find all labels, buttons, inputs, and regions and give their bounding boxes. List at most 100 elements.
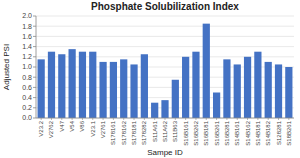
bar [130,64,137,118]
x-tick-label: S178282 [141,120,147,145]
bar [223,59,230,118]
y-tick-label: 0.4 [22,94,32,101]
x-tick [185,118,186,120]
x-ticks: V23.2V2762V47V54V86V23.1V2761S178161S178… [38,118,292,146]
x-tick [72,118,73,120]
x-tick-label: V23.2 [38,120,44,136]
x-tick [154,118,155,120]
x-tick-label: S18B261 [286,120,292,145]
x-tick-label: S14B162 [245,120,251,145]
x-tick-label: S11A62 [162,120,168,142]
bar [110,62,117,118]
x-tick [288,118,289,120]
x-tick [268,118,269,120]
x-tick-label: S16B161 [183,120,189,145]
y-tick-label: 1.2 [22,53,32,60]
bar [213,93,220,119]
bar [120,59,127,118]
bar [89,52,96,118]
bar [48,52,55,118]
x-tick [247,118,248,120]
grid-line [36,16,294,17]
x-tick [195,118,196,120]
y-tick [33,67,36,68]
bar [69,49,76,118]
bar [275,64,282,118]
x-tick-label: V54 [69,120,75,131]
bar [172,80,179,118]
bar [244,57,251,118]
y-axis-line [36,16,37,118]
x-tick [103,118,104,120]
x-tick-label: V2761 [100,120,106,138]
x-tick [92,118,93,120]
x-tick-label: V86 [79,120,85,131]
x-tick-label: S128281 [276,120,282,145]
y-tick-label: 1.8 [22,23,32,30]
x-tick [278,118,279,120]
y-tick [33,46,36,47]
x-tick [175,118,176,120]
grid [36,16,294,118]
bar [265,62,272,118]
x-tick [257,118,258,120]
x-tick [41,118,42,120]
x-tick [226,118,227,120]
x-tick [134,118,135,120]
chart-container: Phosphate Solubilization Index0.00.20.40… [0,0,300,158]
x-tick [206,118,207,120]
y-tick-label: 0.2 [22,104,32,111]
bar [285,67,292,118]
x-tick [144,118,145,120]
bar [203,24,210,118]
x-tick-label: V47 [59,120,65,131]
y-tick-label: 1.0 [22,63,32,70]
x-axis-label: Sampe ID [147,148,183,157]
grid-line [36,36,294,37]
bar [192,52,199,118]
bar [38,59,45,118]
y-tick [33,26,36,27]
bars [38,24,293,118]
bar [141,54,148,118]
bar [234,64,241,118]
bar [254,52,261,118]
x-tick-label: S16B262 [193,120,199,145]
x-tick-label: V23.1 [90,120,96,136]
bar [99,62,106,118]
x-tick [61,118,62,120]
y-tick-label: 1.6 [22,33,32,40]
x-tick-label: S16B181 [203,120,209,145]
y-tick-label: 0.6 [22,84,32,91]
y-tick [33,36,36,37]
y-tick-label: 0.8 [22,74,32,81]
x-tick-label: S14B181 [255,120,261,145]
x-tick-label: S14B161 [234,120,240,145]
x-tick-label: S11B63 [172,120,178,142]
x-tick-label: S14B182 [265,120,271,145]
x-tick-label: S178181 [131,120,137,145]
y-axis-label: Adjusted PSI [2,44,11,90]
x-tick-label: S16B261 [214,120,220,145]
x-tick [165,118,166,120]
bar [151,103,158,118]
x-tick [123,118,124,120]
chart-svg: Phosphate Solubilization Index0.00.20.40… [0,0,300,158]
x-tick [216,118,217,120]
y-tick-label: 1.4 [22,43,32,50]
x-tick-label: S178162 [121,120,127,145]
y-tick-label: 0.0 [22,114,32,121]
grid-line [36,26,294,27]
x-tick [113,118,114,120]
bar [79,52,86,118]
bar [182,57,189,118]
x-tick [51,118,52,120]
x-tick-label: S16B281 [224,120,230,145]
y-tick [33,97,36,98]
x-tick-label: S11A61 [152,120,158,142]
y-tick [33,56,36,57]
x-tick [82,118,83,120]
y-tick [33,87,36,88]
y-tick [33,77,36,78]
y-ticks: 0.00.20.40.60.81.01.21.41.61.82.0 [22,12,36,121]
